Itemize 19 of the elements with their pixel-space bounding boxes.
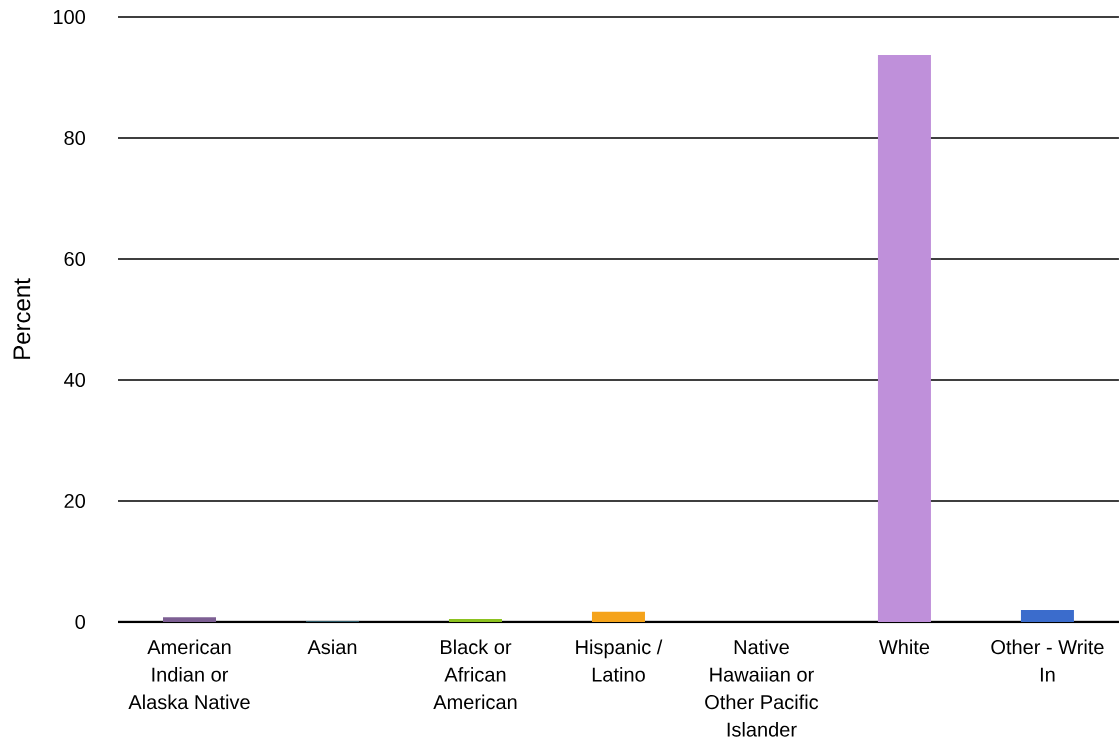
x-tick-label: Native Hawaiian or Other Pacific Islander xyxy=(705,639,819,737)
bar xyxy=(163,617,216,622)
y-tick-label: 40 xyxy=(64,372,86,388)
x-tick-label: Hispanic / Latino xyxy=(576,639,663,682)
bar xyxy=(1020,609,1074,622)
bar xyxy=(877,55,931,622)
x-tick-label: American Indian or Alaska Native xyxy=(128,639,250,710)
x-tick-label: Other - Write In xyxy=(991,639,1104,682)
y-tick-label: 60 xyxy=(64,251,86,267)
bar xyxy=(448,618,502,622)
y-tick-label: 100 xyxy=(53,9,86,25)
y-tick-label: 0 xyxy=(75,614,86,630)
y-tick-label: 80 xyxy=(64,130,86,146)
y-tick-label: 20 xyxy=(64,493,86,509)
x-tick-label: White xyxy=(878,639,930,655)
x-tick-label: Asian xyxy=(307,639,357,655)
y-axis-title: Percent xyxy=(13,278,31,359)
x-tick-label: Black or African American xyxy=(433,639,517,710)
bar xyxy=(591,611,645,622)
